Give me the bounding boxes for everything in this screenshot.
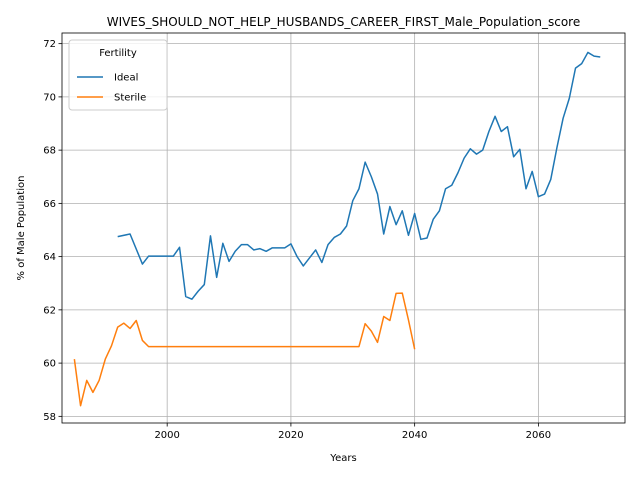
legend-title: Fertility — [99, 48, 137, 59]
x-tick-label: 2020 — [278, 430, 303, 441]
x-tick-label: 2040 — [402, 430, 427, 441]
y-tick-label: 68 — [43, 146, 56, 157]
y-tick-label: 60 — [43, 359, 56, 370]
plot-area-frame — [61, 32, 626, 424]
y-tick-label: 64 — [43, 252, 56, 263]
x-tick-label: 2000 — [154, 430, 179, 441]
series-lines — [73, 51, 601, 407]
series-line-ideal — [117, 51, 601, 300]
y-axis-label: % of Male Population — [16, 176, 27, 281]
y-tick-label: 70 — [43, 92, 56, 103]
y-tick-label: 66 — [43, 199, 56, 210]
x-axis-ticks: 2000 2020 2040 2060 — [154, 423, 551, 441]
legend-label-ideal: Ideal — [114, 73, 138, 84]
y-tick-label: 58 — [43, 412, 56, 423]
legend-items: Ideal Sterile — [77, 73, 146, 104]
series-line-sterile — [73, 292, 416, 407]
legend-box — [68, 39, 168, 111]
x-axis-label: Years — [329, 453, 356, 464]
y-tick-label: 62 — [43, 305, 56, 316]
y-axis-ticks: 58 60 62 64 66 68 70 72 — [43, 39, 62, 423]
x-tick-label: 2060 — [526, 430, 551, 441]
legend-label-sterile: Sterile — [114, 93, 146, 104]
y-tick-label: 72 — [43, 39, 56, 50]
chart-title: WIVES_SHOULD_NOT_HELP_HUSBANDS_CAREER_FI… — [107, 15, 580, 29]
legend: Fertility Ideal Sterile — [68, 39, 168, 111]
